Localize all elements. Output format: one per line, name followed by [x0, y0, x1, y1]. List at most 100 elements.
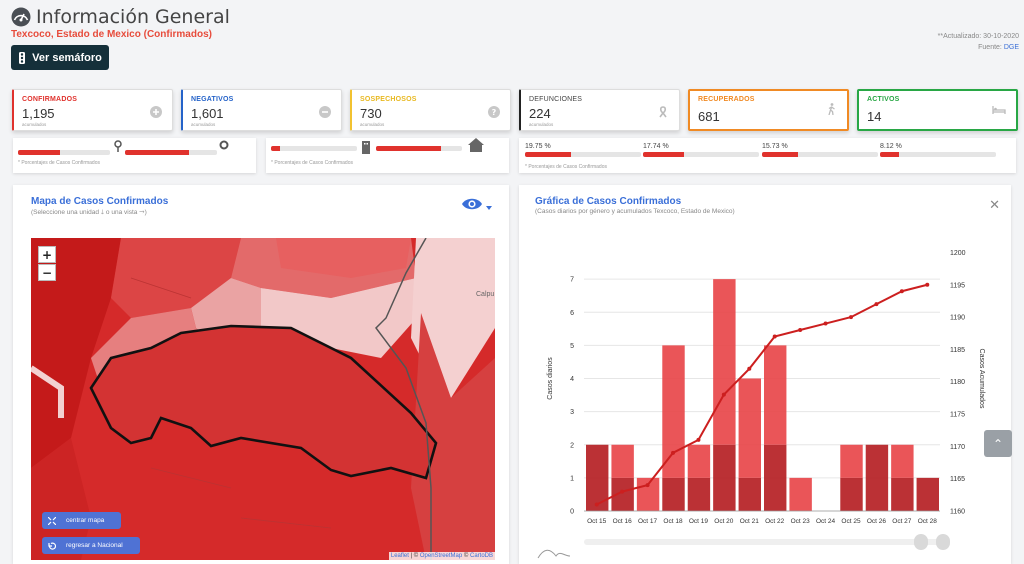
stat-label: ACTIVOS	[867, 96, 900, 103]
cumulative-point	[925, 282, 930, 287]
map-layer[interactable]: Calpu	[31, 238, 495, 560]
cartodb-link[interactable]: CartoDB	[469, 553, 493, 559]
location-bar-right	[376, 146, 462, 151]
cumulative-point	[594, 502, 599, 507]
pct-fill-2	[643, 152, 685, 157]
page-header: Información General Texcoco, Estado de M…	[0, 0, 1024, 90]
y-tick-label: 2	[570, 442, 574, 449]
y2-tick-label: 1185	[950, 347, 965, 354]
cumulative-point	[772, 334, 777, 339]
house-icon	[468, 138, 484, 152]
undo-icon	[48, 542, 56, 550]
x-tick-label: Oct 20	[714, 518, 734, 525]
stat-value: 681	[698, 109, 720, 124]
stat-card-defunciones[interactable]: DEFUNCIONES 224 acumulados	[519, 89, 680, 131]
building-icon	[362, 141, 370, 154]
location-subtitle: Texcoco, Estado de Mexico (Confirmados)	[11, 29, 212, 40]
caret-down-icon	[486, 206, 492, 210]
title-row: Información General	[11, 6, 230, 28]
gender-icon	[114, 140, 122, 152]
stat-label: DEFUNCIONES	[529, 96, 583, 103]
ver-semaforo-button[interactable]: Ver semáforo	[11, 45, 109, 70]
stat-value: 14	[867, 109, 882, 124]
y-tick-label: 0	[570, 509, 574, 516]
bar-segment	[738, 477, 761, 511]
x-tick-label: Oct 26	[867, 518, 887, 525]
y2-tick-label: 1195	[950, 282, 965, 289]
sex-card-note: * Porcentajes de Casos Confirmados	[18, 160, 100, 166]
bar-segment	[738, 378, 761, 478]
ver-semaforo-label: Ver semáforo	[32, 51, 102, 64]
attrib-sep: | ©	[408, 553, 420, 559]
source-prefix: Fuente:	[978, 44, 1004, 51]
sex-bar-right	[125, 150, 217, 155]
bar-segment	[789, 477, 812, 511]
bar-segment	[662, 345, 685, 478]
bar-segment	[611, 444, 634, 478]
stat-label: NEGATIVOS	[191, 96, 234, 103]
leaflet-link[interactable]: Leaflet	[390, 553, 409, 559]
pct-fill-4	[880, 152, 899, 157]
y-tick-label: 6	[570, 310, 574, 317]
bar-segment	[687, 444, 711, 478]
traffic-light-icon	[19, 51, 26, 64]
bar-segment	[840, 477, 863, 511]
stat-card-confirmados[interactable]: CONFIRMADOS 1,195 acumulados	[12, 89, 173, 131]
pct-label-1: 19.75 %	[525, 143, 551, 150]
plus-circle-icon	[150, 106, 162, 118]
pct-bar-1	[525, 152, 641, 157]
crosshair-icon	[48, 516, 56, 525]
y2-tick-label: 1190	[950, 315, 965, 322]
pct-bar-3	[762, 152, 878, 157]
stat-card-activos[interactable]: ACTIVOS 14	[857, 89, 1018, 131]
sex-bar-left	[18, 150, 110, 155]
choropleth-map[interactable]: Calpu	[31, 238, 495, 560]
bar-segment	[586, 444, 609, 511]
stat-card-sospechosos[interactable]: SOSPECHOSOS 730 acumulados ?	[350, 89, 511, 131]
close-chart-button[interactable]: ✕	[989, 198, 1000, 213]
question-circle-icon: ?	[488, 106, 500, 118]
y-tick-label: 4	[570, 376, 574, 383]
stat-card-negativos[interactable]: NEGATIVOS 1,601 acumulados	[181, 89, 342, 131]
stat-card-recuperados[interactable]: RECUPERADOS 681	[688, 89, 849, 131]
x-tick-label: Oct 15	[587, 518, 607, 525]
scroll-to-top-button[interactable]: ⌃	[984, 430, 1012, 457]
stat-sub: acumulados	[360, 122, 385, 127]
cumulative-line	[596, 283, 928, 506]
map-panel-subtitle: (Seleccione una unidad 🡓 o una vista 🡒)	[31, 209, 147, 216]
eye-icon	[462, 198, 482, 210]
bar-segment	[687, 477, 711, 511]
age-card: 19.75 % 17.74 % 15.73 % 8.12 % * Porcent…	[519, 138, 1016, 173]
back-to-national-button[interactable]: regresar a Nacional	[42, 537, 140, 554]
center-map-label: centrar mapa	[66, 517, 105, 524]
stat-value: 1,601	[191, 106, 224, 121]
bar-segment	[636, 477, 660, 511]
cumulative-point	[620, 489, 625, 494]
source-link[interactable]: DGE	[1003, 44, 1019, 51]
pct-label-3: 15.73 %	[762, 143, 788, 150]
bar-segment	[764, 444, 787, 511]
x-tick-label: Oct 27	[892, 518, 912, 525]
pct-bar-4	[880, 152, 996, 157]
y2-tick-label: 1175	[950, 412, 965, 419]
x-tick-label: Oct 22	[765, 518, 785, 525]
zoom-in-button[interactable]: +	[38, 246, 56, 263]
x-tick-label: Oct 23	[791, 518, 811, 525]
y2-axis-label: Casos Acumulados	[978, 349, 985, 409]
bar-segment	[916, 477, 939, 511]
stat-label: RECUPERADOS	[698, 96, 755, 103]
cumulative-point	[721, 392, 726, 397]
view-toggle[interactable]	[461, 196, 493, 214]
pct-fill-1	[525, 152, 571, 157]
y-tick-label: 7	[570, 277, 574, 284]
zoom-out-button[interactable]: −	[38, 264, 56, 281]
bar-segment	[764, 345, 787, 445]
stat-label: SOSPECHOSOS	[360, 96, 417, 103]
stat-value: 1,195	[22, 106, 55, 121]
map-attribution: Leaflet | © OpenStreetMap © CartoDB	[388, 552, 495, 560]
osm-link[interactable]: OpenStreetMap	[419, 553, 463, 559]
sex-card: * Porcentajes de Casos Confirmados	[13, 138, 256, 173]
center-map-button[interactable]: centrar mapa	[42, 512, 121, 529]
place-label: Calpu	[476, 291, 494, 298]
attrib-carto-sep: ©	[462, 553, 470, 559]
